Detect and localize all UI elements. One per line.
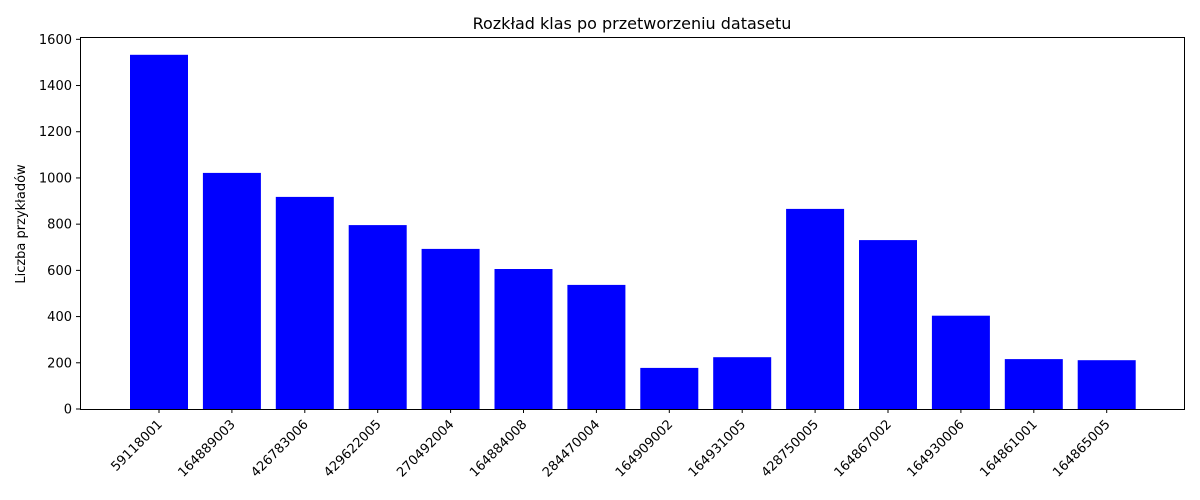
bar-164889003 [202,172,261,409]
x-tick-label: 164867002 [832,417,895,480]
bar-426783006 [275,196,334,409]
y-tick-label: 200 [47,356,72,371]
x-tick-label: 270492004 [394,417,457,480]
x-tick-label: 429622005 [321,417,384,480]
y-tick-label: 1000 [39,171,72,186]
bar-284470004 [567,284,626,409]
bar-428750005 [786,208,845,409]
y-tick-label: 800 [47,218,72,233]
y-tick-label: 1600 [39,33,72,48]
y-tick-label: 1200 [39,125,72,140]
x-tick-label: 164865005 [1050,417,1113,480]
bar-270492004 [421,248,480,409]
x-axis-ticks: 59118001 164889003 426783006 429622005 27049… [108,409,1114,480]
x-tick-label: 428750005 [759,417,822,480]
y-tick-label: 600 [47,264,72,279]
x-tick-label: 164909002 [613,417,676,480]
plot-frame [80,37,1185,410]
chart-title: Rozkład klas po przetworzeniu datasetu [473,14,792,33]
x-tick-label: 164931005 [686,417,749,480]
x-tick-label: 164884008 [467,417,530,480]
x-tick-label: 164861001 [977,417,1040,480]
x-tick-label: 164889003 [175,417,238,480]
x-tick-label: 59118001 [108,417,165,474]
x-tick-label: 284470004 [540,417,603,480]
bar-164884008 [494,269,553,409]
bar-164867002 [859,240,917,409]
y-tick-label: 400 [47,310,72,325]
bar-164865005 [1077,360,1136,409]
bar-164909002 [640,367,699,409]
y-tick-label: 1400 [39,79,72,94]
bar-164931005 [713,357,772,409]
bars-group [130,54,1136,410]
x-tick-label: 426783006 [248,417,311,480]
bar-164930006 [931,315,990,409]
x-tick-label: 164930006 [904,417,967,480]
y-tick-label: 0 [64,403,72,418]
bar-429622005 [348,225,407,409]
y-axis-ticks: 0 200 400 600 800 1000 1200 1400 1600 [39,33,80,418]
y-axis-label: Liczba przykładów [14,164,29,284]
bar-164861001 [1004,359,1063,409]
bar-59118001 [130,54,188,410]
